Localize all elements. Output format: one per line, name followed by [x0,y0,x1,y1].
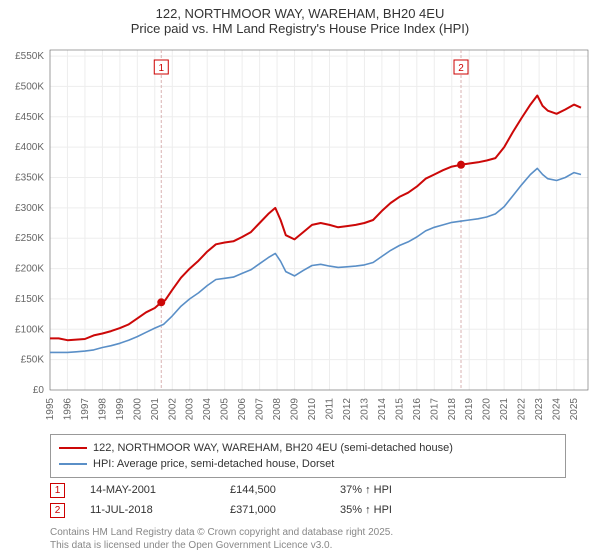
svg-text:2000: 2000 [132,398,143,421]
sale-price: £371,000 [230,504,340,516]
svg-text:£400K: £400K [15,142,44,153]
sale-table: 1 14-MAY-2001 £144,500 37% ↑ HPI 2 11-JU… [50,480,548,520]
svg-text:2004: 2004 [202,398,213,421]
svg-text:1996: 1996 [62,398,73,421]
legend-swatch [59,463,87,465]
svg-text:2020: 2020 [482,398,493,421]
copyright-line: This data is licensed under the Open Gov… [50,539,393,552]
svg-text:£150K: £150K [15,294,44,305]
svg-text:2009: 2009 [290,398,301,421]
svg-text:2015: 2015 [394,398,405,421]
svg-text:2021: 2021 [499,398,510,421]
svg-text:2007: 2007 [255,398,266,421]
svg-text:2019: 2019 [464,398,475,421]
chart: £0 £50K £100K £150K £200K £250K £300K £350K £400… [6,44,594,426]
svg-text:£100K: £100K [15,324,44,335]
legend-item: HPI: Average price, semi-detached house,… [59,456,557,472]
svg-text:1997: 1997 [80,398,91,421]
svg-text:2005: 2005 [220,398,231,421]
svg-text:2024: 2024 [552,398,563,421]
svg-text:2014: 2014 [377,398,388,421]
svg-text:£550K: £550K [15,51,44,62]
legend-item: 122, NORTHMOOR WAY, WAREHAM, BH20 4EU (s… [59,440,557,456]
sale-marker-icon: 2 [50,503,65,518]
sale-price: £144,500 [230,484,340,496]
svg-text:2003: 2003 [185,398,196,421]
legend-swatch [59,447,87,449]
svg-text:2010: 2010 [307,398,318,421]
svg-text:2001: 2001 [150,398,161,421]
copyright-line: Contains HM Land Registry data © Crown c… [50,526,393,539]
svg-text:2006: 2006 [237,398,248,421]
copyright: Contains HM Land Registry data © Crown c… [50,526,393,552]
svg-text:2018: 2018 [447,398,458,421]
svg-text:£300K: £300K [15,203,44,214]
svg-text:2012: 2012 [342,398,353,421]
svg-text:1995: 1995 [45,398,56,421]
svg-text:1999: 1999 [115,398,126,421]
svg-text:£50K: £50K [21,355,45,366]
svg-text:£250K: £250K [15,233,44,244]
svg-text:1: 1 [158,63,164,74]
svg-text:2008: 2008 [272,398,283,421]
svg-text:2023: 2023 [534,398,545,421]
chart-container: 122, NORTHMOOR WAY, WAREHAM, BH20 4EU Pr… [0,0,600,560]
legend-label: 122, NORTHMOOR WAY, WAREHAM, BH20 4EU (s… [93,442,453,454]
sale-pct: 35% ↑ HPI [340,504,460,516]
svg-text:2011: 2011 [324,398,335,420]
svg-text:£500K: £500K [15,81,44,92]
sale-pct: 37% ↑ HPI [340,484,460,496]
sale-date: 11-JUL-2018 [90,504,230,516]
chart-svg: £0 £50K £100K £150K £200K £250K £300K £350K £400… [6,44,594,426]
svg-text:£350K: £350K [15,173,44,184]
svg-text:2017: 2017 [429,398,440,421]
svg-text:2016: 2016 [412,398,423,421]
sale-row: 2 11-JUL-2018 £371,000 35% ↑ HPI [50,500,548,520]
svg-text:2022: 2022 [517,398,528,421]
legend-label: HPI: Average price, semi-detached house,… [93,458,334,470]
sale-row: 1 14-MAY-2001 £144,500 37% ↑ HPI [50,480,548,500]
svg-text:£200K: £200K [15,264,44,275]
svg-text:2: 2 [458,63,464,74]
sale-date: 14-MAY-2001 [90,484,230,496]
legend: 122, NORTHMOOR WAY, WAREHAM, BH20 4EU (s… [50,434,566,478]
sale-marker-icon: 1 [50,483,65,498]
svg-text:2025: 2025 [569,398,580,421]
svg-text:1998: 1998 [97,398,108,421]
svg-text:2013: 2013 [359,398,370,421]
svg-text:£450K: £450K [15,112,44,123]
title-block: 122, NORTHMOOR WAY, WAREHAM, BH20 4EU Pr… [0,0,600,36]
svg-text:£0: £0 [33,385,45,396]
title-subtitle: Price paid vs. HM Land Registry's House … [0,21,600,36]
title-address: 122, NORTHMOOR WAY, WAREHAM, BH20 4EU [0,6,600,21]
svg-text:2002: 2002 [167,398,178,421]
